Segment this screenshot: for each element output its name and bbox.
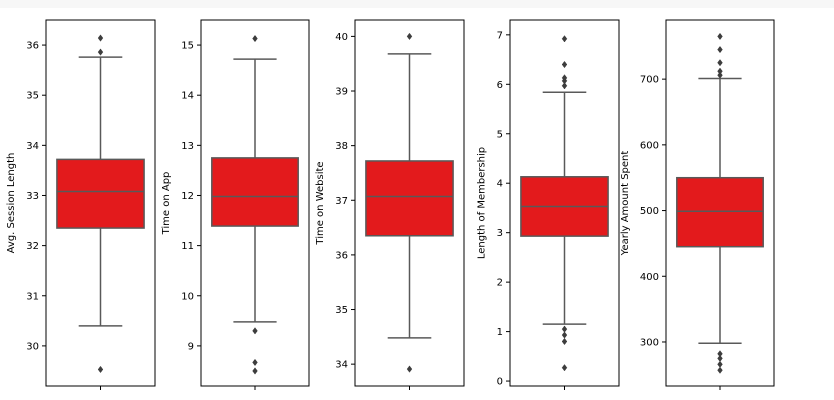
boxplot-panel-3: 34 35 36 37 38 39 40 Time on Website bbox=[315, 19, 465, 390]
y-tick-label: 700 bbox=[640, 75, 659, 86]
y-tick-label: 37 bbox=[335, 196, 348, 207]
outlier-point bbox=[561, 35, 568, 43]
y-tick-label: 14 bbox=[181, 91, 194, 102]
outlier-point bbox=[406, 32, 413, 41]
outlier-point bbox=[561, 337, 568, 346]
outlier-point bbox=[97, 48, 104, 56]
y-tick-label: 2 bbox=[497, 278, 503, 289]
boxplot-panel-5: 300 400 500 600 700 Yearly Amount Spent bbox=[620, 19, 775, 390]
iqr-box bbox=[676, 176, 764, 248]
outlier-point bbox=[561, 331, 568, 339]
y-tick-label: 500 bbox=[640, 206, 659, 217]
outlier-point bbox=[717, 59, 723, 67]
y-tick-label: 36 bbox=[335, 250, 348, 261]
outlier-point bbox=[97, 365, 104, 374]
y-tick-label: 33 bbox=[26, 191, 39, 202]
y-tick-label: 34 bbox=[335, 360, 348, 371]
iqr-box bbox=[56, 158, 145, 229]
outlier-point bbox=[561, 364, 568, 372]
y-tick-label: 3 bbox=[497, 228, 503, 239]
iqr-box bbox=[365, 160, 454, 237]
outlier-point bbox=[252, 34, 258, 43]
output-cell-top-strip bbox=[0, 0, 834, 8]
boxplot-panel-1: 30 31 32 33 34 35 36 Avg. Session Length bbox=[6, 19, 156, 390]
outlier-point bbox=[717, 45, 723, 54]
y-tick-label: 39 bbox=[335, 87, 348, 98]
boxplot-panel-4: 0 1 2 3 4 5 6 7 Length of Membership bbox=[477, 19, 620, 390]
outlier-point bbox=[717, 354, 723, 363]
outlier-point bbox=[561, 325, 568, 333]
outlier-point bbox=[561, 60, 568, 69]
y-axis-label: Time on Website bbox=[315, 161, 326, 245]
y-tick-label: 5 bbox=[497, 129, 503, 140]
outlier-point bbox=[97, 34, 104, 42]
y-tick-label: 11 bbox=[181, 241, 194, 252]
outlier-point bbox=[717, 366, 723, 374]
y-tick-label: 12 bbox=[181, 191, 194, 202]
outlier-point bbox=[406, 365, 413, 373]
y-tick-label: 10 bbox=[181, 291, 194, 302]
y-tick-label: 400 bbox=[640, 272, 659, 283]
y-axis-label: Length of Membership bbox=[477, 147, 488, 259]
y-tick-label: 34 bbox=[26, 141, 39, 152]
y-tick-label: 7 bbox=[497, 30, 503, 41]
y-tick-label: 31 bbox=[26, 291, 39, 302]
outlier-point bbox=[252, 358, 258, 367]
y-tick-label: 1 bbox=[497, 327, 503, 338]
y-tick-label: 35 bbox=[26, 91, 39, 102]
y-axis-label: Time on App bbox=[161, 172, 172, 236]
y-axis-label: Avg. Session Length bbox=[6, 153, 17, 254]
outlier-point bbox=[252, 367, 258, 375]
y-tick-label: 13 bbox=[181, 141, 194, 152]
y-tick-label: 15 bbox=[181, 41, 194, 52]
boxplot-panel-2: 9 10 11 12 13 14 15 Time on App bbox=[161, 19, 310, 390]
y-axis-label: Yearly Amount Spent bbox=[620, 151, 631, 257]
outlier-point bbox=[717, 350, 723, 358]
outlier-point bbox=[717, 32, 723, 41]
outlier-point bbox=[717, 71, 723, 79]
y-tick-label: 30 bbox=[26, 341, 39, 352]
y-tick-label: 32 bbox=[26, 241, 39, 252]
y-tick-label: 6 bbox=[497, 80, 503, 91]
y-tick-label: 35 bbox=[335, 305, 348, 316]
y-tick-label: 40 bbox=[335, 32, 348, 43]
y-tick-label: 9 bbox=[188, 341, 194, 352]
outlier-point bbox=[561, 74, 568, 82]
y-tick-label: 36 bbox=[26, 41, 39, 52]
iqr-box bbox=[211, 157, 299, 227]
y-tick-label: 0 bbox=[497, 377, 503, 388]
y-tick-label: 38 bbox=[335, 141, 348, 152]
y-tick-label: 600 bbox=[640, 140, 659, 151]
outlier-point bbox=[717, 67, 723, 75]
outlier-point bbox=[561, 82, 568, 90]
y-tick-label: 4 bbox=[497, 179, 503, 190]
outlier-point bbox=[252, 327, 258, 335]
outlier-point bbox=[717, 360, 723, 368]
y-tick-label: 300 bbox=[640, 337, 659, 348]
